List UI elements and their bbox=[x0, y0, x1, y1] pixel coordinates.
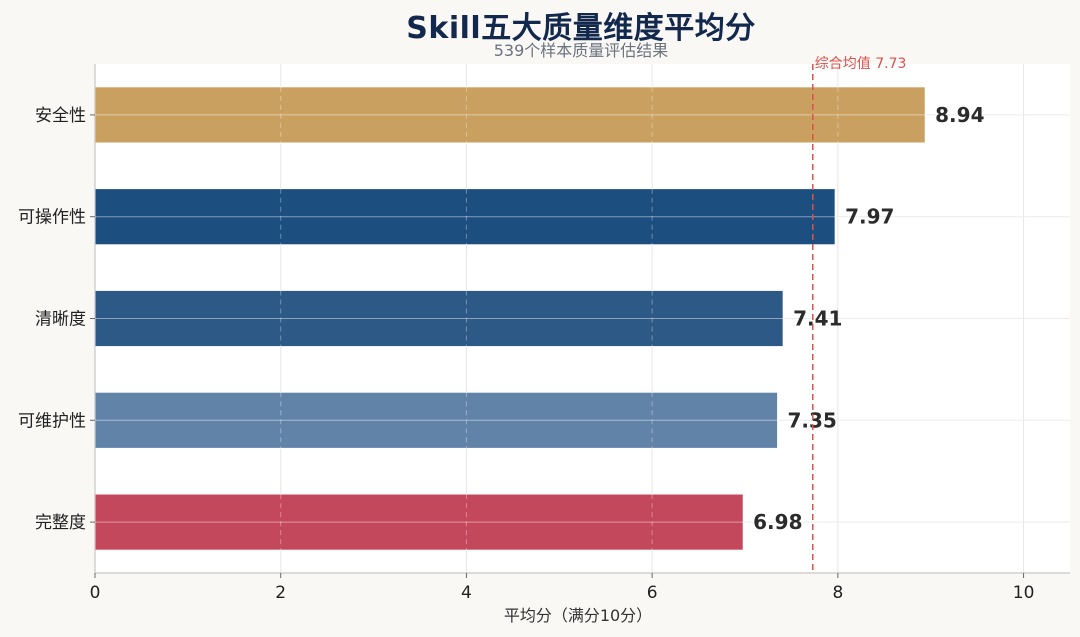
x-tick-label: 4 bbox=[461, 583, 472, 603]
category-label: 可维护性 bbox=[18, 411, 86, 431]
value-label: 8.94 bbox=[935, 103, 984, 127]
x-tick-label: 8 bbox=[832, 583, 843, 603]
category-label: 完整度 bbox=[35, 513, 86, 533]
x-tick-label: 10 bbox=[1013, 583, 1035, 603]
reference-line-group: 综合均值 7.73 bbox=[812, 56, 907, 573]
x-tick-label: 6 bbox=[647, 583, 658, 603]
reference-line-label: 综合均值 7.73 bbox=[815, 56, 907, 72]
chart-subtitle: 539个样本质量评估结果 bbox=[493, 41, 669, 60]
chart-title: Skill五大质量维度平均分 bbox=[406, 11, 756, 46]
category-label: 清晰度 bbox=[35, 310, 86, 330]
value-label: 7.97 bbox=[845, 205, 894, 229]
bar bbox=[94, 290, 784, 347]
x-tick-label: 2 bbox=[275, 583, 286, 603]
category-label: 可操作性 bbox=[18, 208, 86, 228]
x-axis-label: 平均分（满分10分） bbox=[504, 606, 652, 625]
bars: 8.947.977.417.356.98 bbox=[94, 86, 985, 551]
category-label: 安全性 bbox=[35, 106, 86, 126]
bar bbox=[94, 188, 836, 246]
bar bbox=[94, 391, 778, 449]
value-label: 6.98 bbox=[753, 510, 802, 534]
x-tick-label: 0 bbox=[90, 583, 101, 603]
value-label: 7.41 bbox=[793, 307, 842, 331]
